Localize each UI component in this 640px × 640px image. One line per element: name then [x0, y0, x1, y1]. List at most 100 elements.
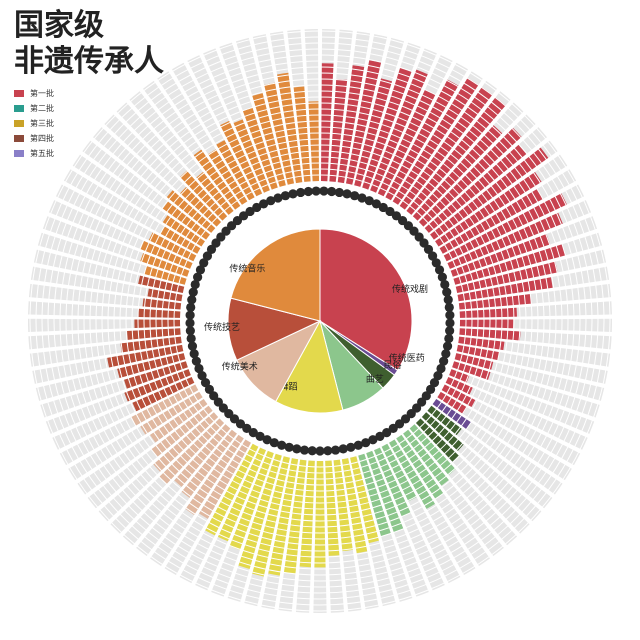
radial-bar	[450, 233, 551, 277]
ring-dot	[330, 445, 341, 455]
ring-dot	[442, 287, 452, 297]
ring-dot	[441, 349, 451, 359]
ring-dot	[368, 435, 378, 445]
radial-bar	[406, 97, 506, 215]
ring-dot	[431, 258, 441, 268]
radial-bar	[127, 328, 181, 340]
radial-bar	[299, 460, 315, 568]
radial-bar	[412, 125, 503, 221]
ring-dot	[319, 186, 329, 196]
radial-bar	[329, 78, 348, 182]
ring-dot	[195, 265, 206, 275]
ring-dot	[296, 187, 306, 198]
bar-gridline	[71, 72, 569, 570]
radial-bar	[399, 87, 493, 210]
ring-dot	[444, 333, 454, 344]
pie-label: 民俗	[384, 359, 402, 371]
pie-label: 传统戏剧	[392, 283, 428, 295]
radial-bar	[337, 65, 365, 184]
ring-dot	[385, 206, 395, 217]
ring-dot	[280, 191, 291, 201]
ring-dot	[346, 442, 356, 452]
ring-dot	[288, 189, 298, 199]
radial-bars	[28, 29, 612, 613]
legend-swatch	[14, 150, 24, 157]
radial-bar	[220, 120, 263, 197]
ring-dot	[273, 193, 283, 203]
legend-label: 第四批	[30, 134, 54, 143]
pie-label: 曲艺	[366, 374, 384, 385]
bar-gridline	[143, 144, 497, 498]
bar-track	[437, 391, 572, 481]
bar-gridline	[53, 54, 587, 588]
ring-dot	[193, 272, 203, 282]
title-line-2: 非遗传承人	[14, 44, 164, 79]
radial-bar	[107, 344, 184, 368]
radial-bar	[333, 459, 353, 552]
radial-bar	[449, 369, 470, 383]
radial-bar	[147, 288, 183, 302]
legend-item: 第五批	[14, 146, 54, 161]
radial-bar	[185, 434, 244, 515]
ring-dot	[445, 318, 455, 328]
bar-gridline	[173, 174, 467, 468]
legend-item: 第三批	[14, 116, 54, 131]
ring-dot	[311, 186, 321, 196]
radial-bar	[153, 412, 219, 472]
bar-gridline	[59, 60, 581, 582]
ring-dot	[445, 310, 455, 320]
ring-dot	[445, 326, 455, 336]
ring-dot	[349, 191, 360, 201]
radial-bar	[374, 447, 411, 517]
bar-gridline	[41, 42, 599, 600]
ring-dot	[364, 196, 374, 206]
radial-bar	[403, 429, 449, 486]
bar-gridline	[149, 150, 491, 492]
legend-item: 第四批	[14, 131, 54, 146]
ring-dot	[338, 444, 348, 454]
radial-bar	[144, 266, 187, 285]
radial-bar	[321, 63, 334, 182]
ring-dot	[194, 363, 204, 374]
legend-swatch	[14, 105, 24, 112]
ring-dot	[361, 438, 371, 448]
chart-title: 国家级 非遗传承人	[14, 8, 164, 80]
ring-dot	[186, 302, 196, 313]
ring-dot	[199, 258, 209, 268]
radial-bar	[117, 353, 186, 379]
ring-dot	[440, 279, 450, 290]
radial-bar	[124, 369, 191, 402]
legend-item: 第二批	[14, 101, 54, 116]
radial-bar	[350, 456, 379, 544]
ring-dot	[382, 427, 392, 438]
ring-dot	[375, 431, 385, 441]
ring-dot	[371, 199, 382, 209]
ring-dot	[269, 438, 279, 448]
legend-swatch	[14, 135, 24, 142]
ring-dot	[307, 446, 317, 456]
ring-dot	[197, 371, 207, 381]
ring-dot	[427, 251, 438, 261]
ring-dot	[262, 435, 272, 445]
bar-track	[445, 376, 588, 450]
bar-gridline	[89, 90, 551, 552]
radial-bar	[130, 384, 199, 426]
ring-dot	[252, 202, 262, 213]
bar-gridline	[47, 48, 593, 594]
ring-dot	[303, 186, 313, 197]
legend-label: 第三批	[30, 119, 54, 128]
ring-dot	[255, 431, 265, 441]
ring-dot	[238, 211, 249, 221]
ring-dot	[442, 341, 453, 351]
ring-dot	[437, 272, 447, 282]
ring-dot	[323, 446, 333, 456]
legend-label: 第五批	[30, 149, 54, 158]
ring-dot	[191, 356, 201, 366]
ring-dot	[292, 444, 302, 454]
radial-bar	[216, 140, 255, 201]
radial-bar	[459, 319, 514, 329]
bar-gridline	[65, 66, 575, 576]
bar-gridline	[125, 126, 515, 516]
ring-dot	[436, 363, 446, 374]
